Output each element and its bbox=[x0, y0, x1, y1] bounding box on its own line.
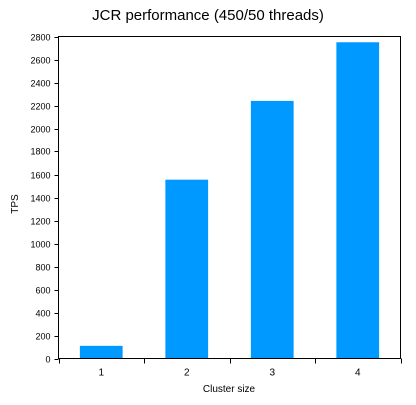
y-tick-label: 2000 bbox=[30, 125, 50, 135]
y-tick-label: 0 bbox=[45, 355, 50, 365]
bars bbox=[79, 42, 380, 359]
bar-2 bbox=[165, 179, 209, 359]
x-tick-label: 2 bbox=[184, 368, 190, 379]
y-tick-label: 1600 bbox=[30, 171, 50, 181]
y-tick-label: 400 bbox=[35, 309, 50, 319]
y-tick-label: 1200 bbox=[30, 217, 50, 227]
y-tick-label: 2800 bbox=[30, 33, 50, 43]
bar-4 bbox=[336, 42, 380, 359]
y-axis-ticks: 0 200 400 600 800 1000 1200 1400 1600 1800 2000 220… bbox=[30, 33, 59, 365]
y-axis-label: TPS bbox=[10, 194, 21, 214]
y-tick-label: 200 bbox=[35, 332, 50, 342]
bar-3 bbox=[250, 100, 294, 359]
y-tick-label: 1000 bbox=[30, 240, 50, 250]
y-tick-label: 2600 bbox=[30, 56, 50, 66]
y-tick-label: 2200 bbox=[30, 102, 50, 112]
y-tick-label: 1800 bbox=[30, 147, 50, 157]
chart-title: JCR performance (450/50 threads) bbox=[92, 7, 324, 24]
y-tick-label: 600 bbox=[35, 286, 50, 296]
x-axis-label: Cluster size bbox=[202, 384, 256, 395]
x-tick-label: 1 bbox=[98, 368, 104, 379]
bar-1 bbox=[79, 345, 123, 359]
y-tick-label: 800 bbox=[35, 263, 50, 273]
x-axis-ticks: 1 2 3 4 bbox=[59, 358, 402, 379]
x-tick-label: 4 bbox=[355, 368, 361, 379]
plot-area-frame bbox=[58, 36, 401, 359]
y-tick-label: 2400 bbox=[30, 79, 50, 89]
x-tick-label: 3 bbox=[269, 368, 275, 379]
y-tick-label: 1400 bbox=[30, 194, 50, 204]
